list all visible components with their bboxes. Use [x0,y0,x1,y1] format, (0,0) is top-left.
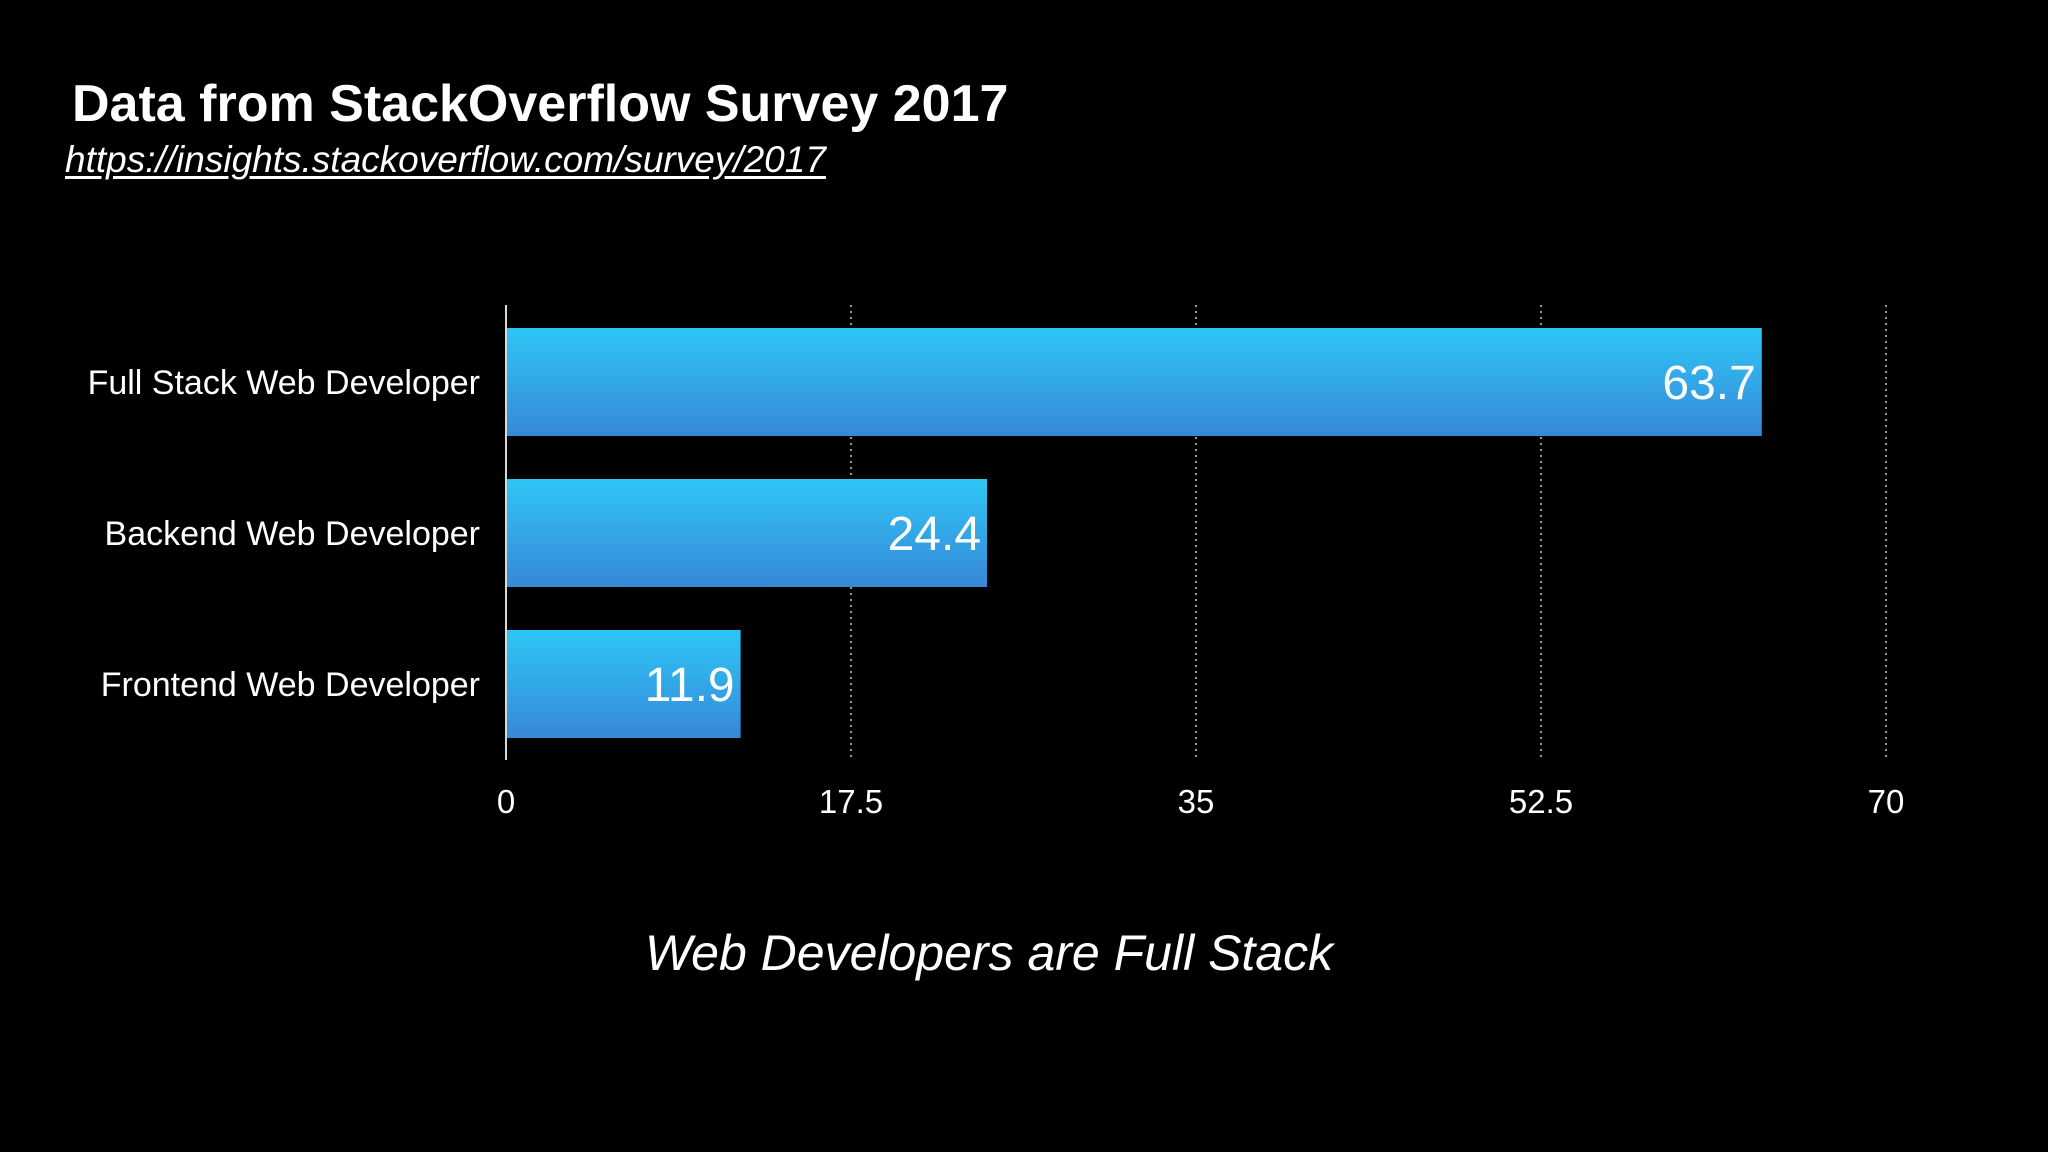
data-label-1: 24.4 [888,508,981,561]
data-label-0: 63.7 [1662,357,1755,410]
category-label-1: Backend Web Developer [105,515,480,553]
bars: 63.7 24.4 11.9 [506,328,1762,738]
bar-1 [506,479,988,587]
slide-caption: Web Developers are Full Stack [644,925,1334,981]
x-tick-label-4: 70 [1868,783,1905,820]
slide-title: Data from StackOverflow Survey 2017 [72,75,1009,133]
source-link[interactable]: https://insights.stackoverflow.com/surve… [65,139,826,180]
bar-0 [506,328,1762,436]
x-tick-label-3: 52.5 [1509,783,1573,820]
x-tick-label-2: 35 [1178,783,1215,820]
x-tick-labels: 0 17.5 35 52.5 70 [497,783,1905,820]
bar-2 [506,630,741,738]
gridlines [850,305,1887,760]
category-label-0: Full Stack Web Developer [88,364,480,402]
x-tick-label-1: 17.5 [819,783,883,820]
category-label-2: Frontend Web Developer [101,666,480,704]
data-label-2: 11.9 [645,659,735,712]
category-labels: Full Stack Web Developer Backend Web Deve… [88,364,480,704]
x-tick-label-0: 0 [497,783,515,820]
